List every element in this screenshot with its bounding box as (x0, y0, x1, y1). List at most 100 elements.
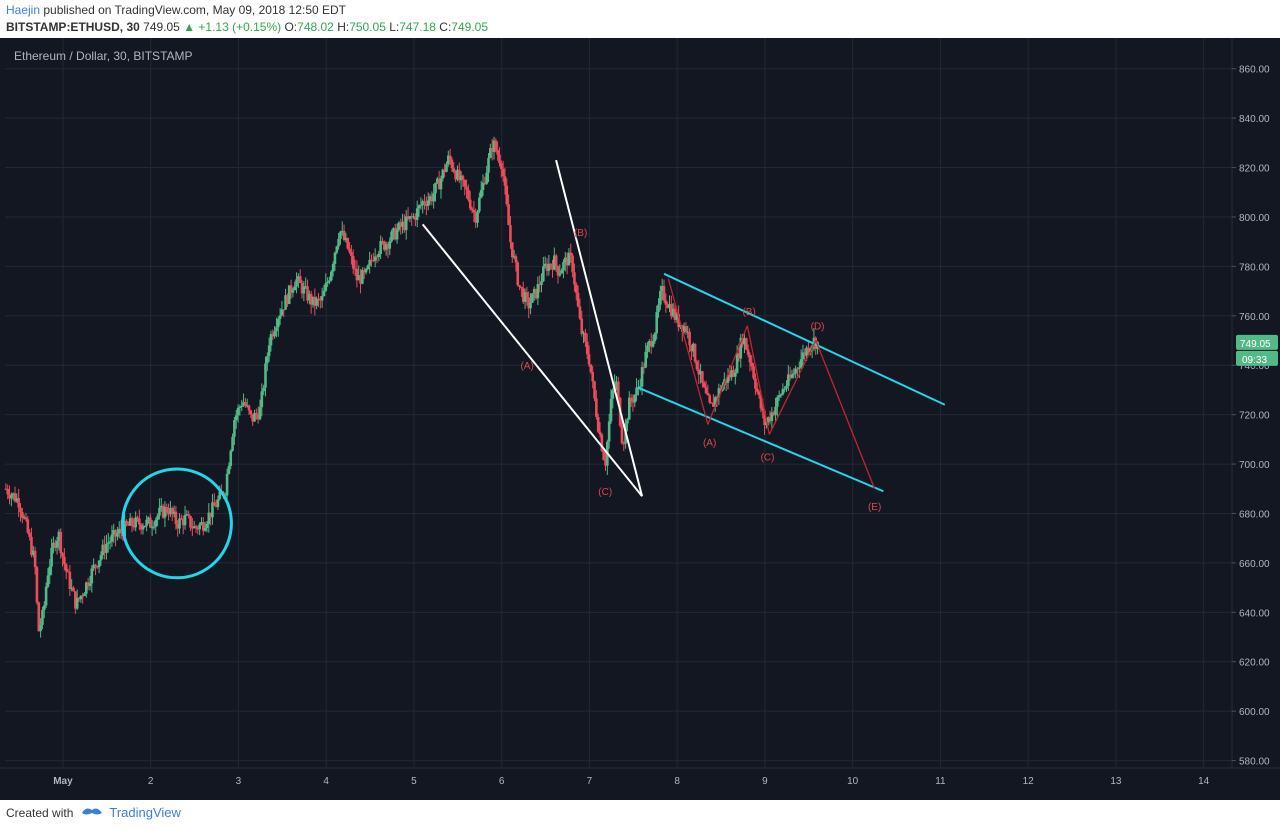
wave-label: (C) (761, 453, 775, 464)
candle-body (348, 248, 351, 253)
candle-body (159, 505, 163, 508)
wave-line (815, 340, 876, 490)
candle-body (423, 201, 426, 205)
candle-body (28, 532, 31, 537)
candle-body (216, 499, 220, 507)
candle-body (589, 364, 593, 373)
candle-body (787, 374, 790, 386)
candle-body (227, 466, 231, 474)
candle-body (141, 527, 145, 530)
candle-body (271, 334, 275, 337)
candle-body (638, 386, 642, 388)
candle-body (512, 256, 516, 258)
candle-body (258, 407, 262, 420)
tradingview-brand[interactable]: TradingView (109, 805, 181, 820)
x-tick-label: 12 (1023, 776, 1035, 787)
candle-body (397, 222, 401, 230)
chart-background (0, 38, 1280, 800)
candles (4, 136, 819, 638)
candle-body (648, 341, 651, 346)
highlight-circle (121, 467, 233, 580)
candle-body (587, 354, 591, 365)
candle-body (372, 260, 375, 262)
candle-body (534, 288, 538, 299)
candle-body (97, 560, 101, 568)
candle-body (693, 343, 697, 362)
candle-body (59, 531, 63, 553)
author-link[interactable]: Haejin (6, 3, 41, 17)
y-tick-label: 640.00 (1239, 608, 1270, 619)
candle-body (308, 293, 311, 301)
candle-body (761, 408, 765, 411)
candle-body (203, 527, 207, 531)
candle-body (779, 394, 783, 396)
candle-body (404, 216, 408, 231)
candle-body (74, 591, 77, 609)
candle-body (333, 252, 337, 265)
candle-body (507, 204, 510, 226)
candle-body (379, 240, 382, 254)
candle-body (653, 333, 657, 342)
candle-body (757, 391, 761, 396)
candle-body (295, 279, 298, 287)
candle-body (805, 347, 808, 356)
candle-body (13, 493, 17, 502)
candle-body (167, 512, 170, 515)
candle-body (496, 150, 499, 155)
candle-body (149, 517, 152, 528)
candle-body (393, 228, 397, 240)
candle-body (441, 169, 445, 179)
candle-body (300, 282, 304, 294)
candle-body (297, 276, 300, 280)
y-tick-label: 740.00 (1239, 361, 1270, 372)
price-chart[interactable]: (A)(B)(C)(A)(B)(C)(D)(E) 580.00600.00620… (0, 38, 1280, 800)
candle-body (631, 401, 635, 403)
wave-label: (E) (868, 502, 881, 513)
candle-body (450, 159, 454, 169)
candle-body (783, 388, 786, 390)
candle-body (37, 602, 41, 632)
x-tick-label: 11 (935, 776, 946, 787)
candle-body (428, 196, 432, 201)
price-axis[interactable]: 580.00 600.00 620.00 640.00 660.00 680.00 700.… (1231, 38, 1280, 800)
candle-body (381, 240, 384, 242)
candle-body (373, 256, 377, 261)
candle-body (536, 284, 540, 299)
candle-body (796, 368, 799, 370)
candle-body (138, 518, 141, 525)
candle-body (461, 175, 465, 180)
candle-body (278, 315, 282, 319)
candle-body (531, 293, 534, 303)
candle-body (627, 397, 631, 420)
candle-body (236, 407, 240, 416)
candle-body (156, 515, 159, 520)
candle-body (448, 155, 452, 160)
candle-body (574, 284, 578, 293)
candle-body (446, 155, 450, 165)
tradingview-logo-icon (81, 805, 103, 820)
candle-body (242, 402, 245, 406)
candle-body (339, 231, 342, 239)
time-axis[interactable]: May 2 3 4 5 6 7 8 9 10 11 12 13 14 (0, 767, 1280, 787)
candle-body (728, 374, 732, 378)
candle-body (668, 303, 671, 308)
candle-body (178, 518, 181, 529)
candle-body (547, 263, 551, 271)
candle-body (686, 331, 690, 333)
candle-body (651, 341, 655, 347)
candle-body (403, 221, 406, 231)
candle-body (489, 148, 492, 158)
x-tick-label: 7 (587, 776, 593, 787)
candle-body (46, 575, 50, 587)
candle-body (64, 564, 68, 572)
candle-body (712, 403, 715, 407)
candle-body (231, 436, 234, 451)
candle-body (456, 169, 459, 180)
candle-body (503, 176, 507, 186)
candle-body (233, 420, 236, 437)
white-trendline (421, 223, 643, 497)
candle-body (247, 405, 251, 411)
candle-body (209, 512, 212, 518)
candle-body (538, 284, 541, 286)
candle-body (470, 208, 474, 210)
